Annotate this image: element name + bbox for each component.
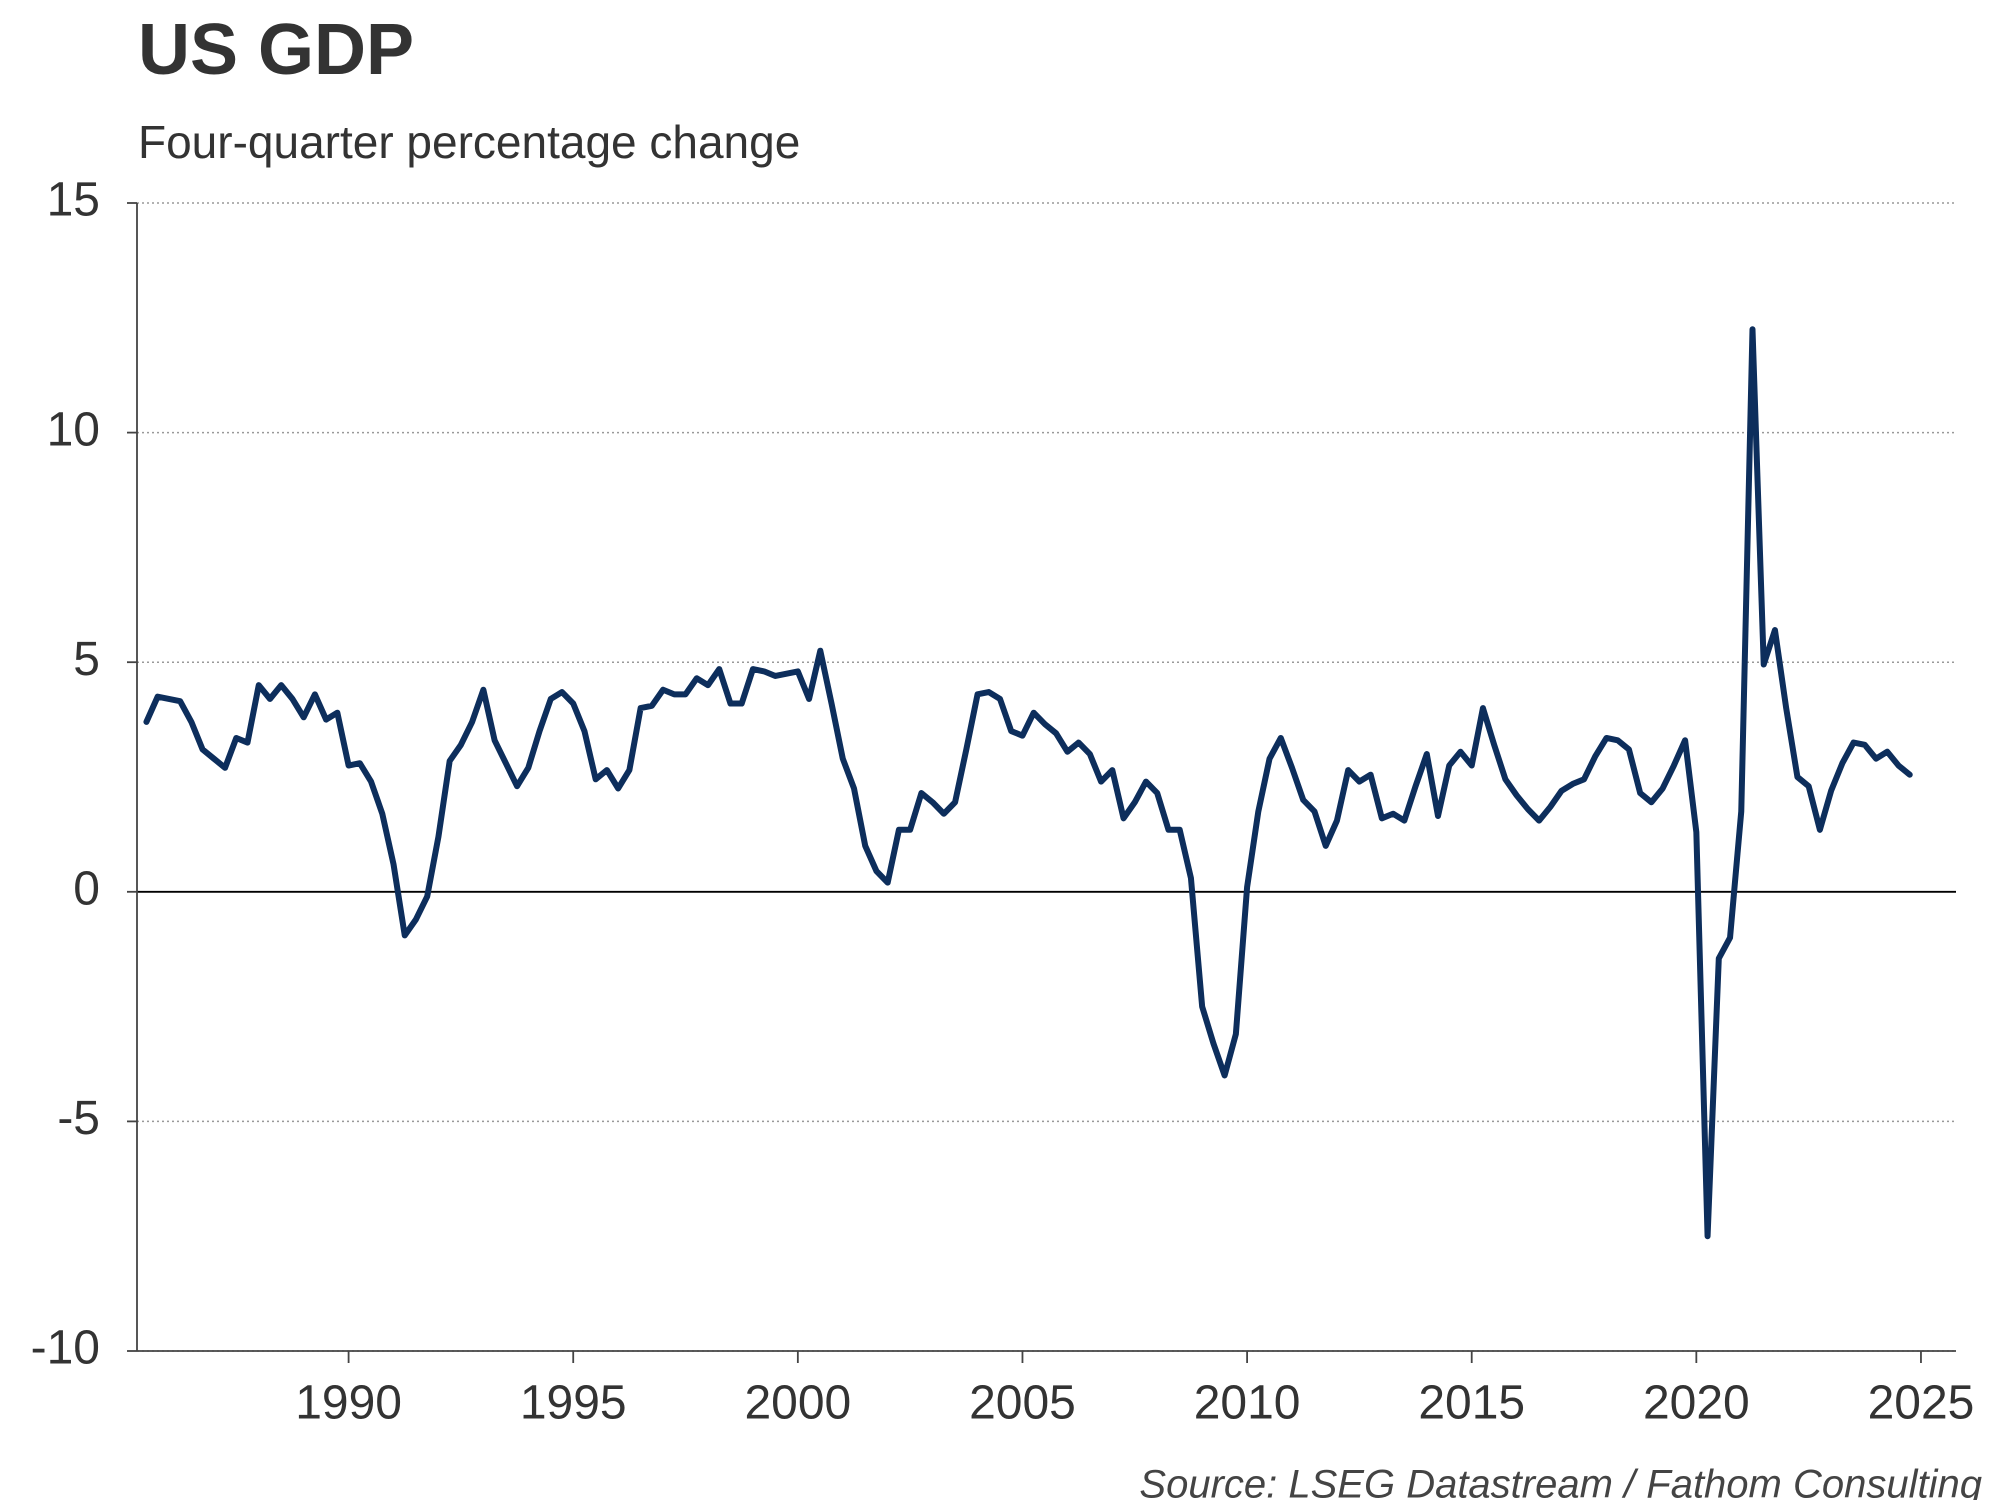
x-tick-label: 2025 xyxy=(1868,1377,1975,1430)
y-tick-label: -5 xyxy=(57,1092,100,1145)
y-tick-label: 5 xyxy=(73,633,100,686)
y-tick-label: 0 xyxy=(73,862,100,915)
source-note: Source: LSEG Datastream / Fathom Consult… xyxy=(1139,1463,1982,1500)
chart-title: US GDP xyxy=(138,10,414,90)
x-tick-label: 2020 xyxy=(1643,1377,1750,1430)
x-tick-label: 1995 xyxy=(520,1377,627,1430)
chart-subtitle: Four-quarter percentage change xyxy=(138,116,800,168)
x-tick-label: 2000 xyxy=(744,1377,851,1430)
x-tick-label: 2005 xyxy=(969,1377,1076,1430)
x-tick-label: 2015 xyxy=(1418,1377,1525,1430)
x-tick-label: 2010 xyxy=(1194,1377,1301,1430)
y-tick-label: -10 xyxy=(31,1322,100,1375)
x-tick-label: 1990 xyxy=(295,1377,402,1430)
y-tick-label: 15 xyxy=(47,174,100,227)
data-line xyxy=(143,326,1913,1240)
y-tick-label: 10 xyxy=(47,403,100,456)
